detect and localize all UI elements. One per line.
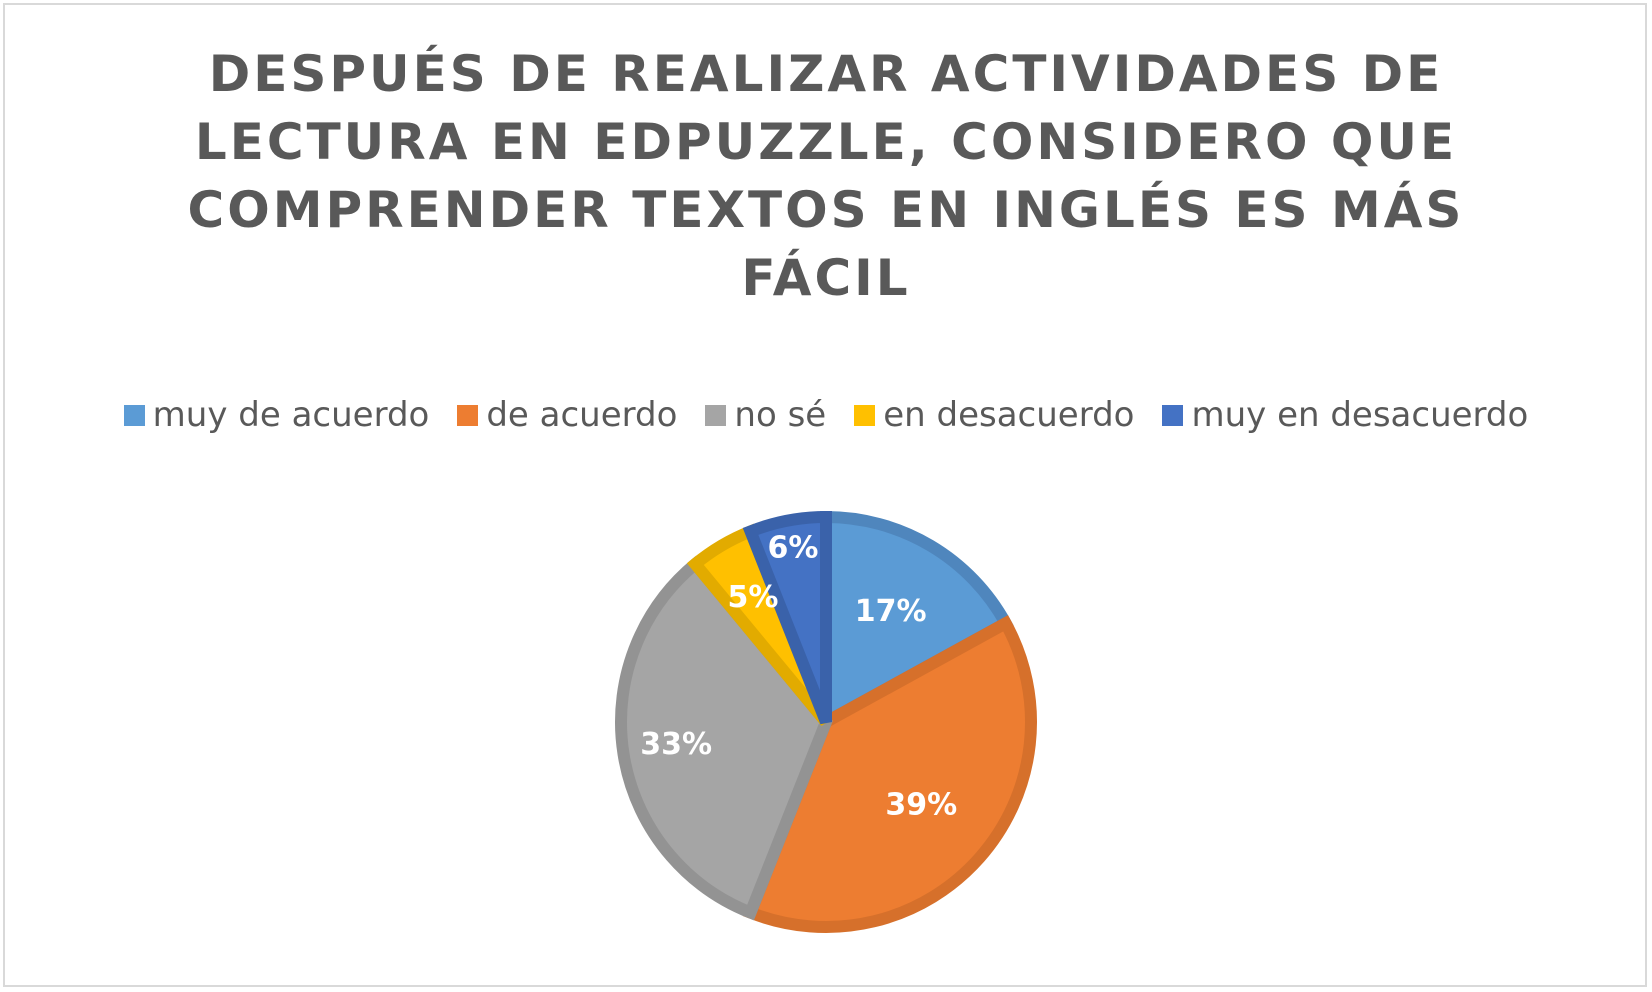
- legend-label-muy-de-acuerdo: muy de acuerdo: [152, 395, 430, 435]
- legend-swatch-en-desacuerdo: [854, 404, 876, 426]
- pie-slice-muy-de-acuerdo: [820, 510, 1014, 733]
- legend-swatch-no-se: [705, 404, 727, 426]
- data-label-de-acuerdo: 39%: [885, 788, 957, 823]
- legend-item-de-acuerdo: de acuerdo: [457, 395, 677, 435]
- pie-slice-de-acuerdo: [742, 615, 1037, 933]
- legend-swatch-de-acuerdo: [457, 404, 479, 426]
- pie-slice-muy-en-desacuerdo: [742, 510, 832, 725]
- legend-item-muy-en-desacuerdo: muy en desacuerdo: [1162, 395, 1528, 435]
- legend: muy de acuerdo de acuerdo no sé en desac…: [0, 395, 1652, 435]
- data-label-en-desacuerdo: 5%: [727, 580, 778, 615]
- legend-item-no-se: no sé: [705, 395, 826, 435]
- legend-swatch-muy-en-desacuerdo: [1162, 404, 1184, 426]
- pie-slice-no-se: [615, 555, 833, 921]
- legend-item-muy-de-acuerdo: muy de acuerdo: [123, 395, 430, 435]
- legend-item-en-desacuerdo: en desacuerdo: [854, 395, 1134, 435]
- legend-swatch-muy-de-acuerdo: [123, 404, 145, 426]
- legend-label-de-acuerdo: de acuerdo: [486, 395, 678, 435]
- data-label-muy-en-desacuerdo: 6%: [767, 530, 818, 565]
- legend-label-en-desacuerdo: en desacuerdo: [883, 395, 1135, 435]
- legend-label-muy-en-desacuerdo: muy en desacuerdo: [1191, 395, 1529, 435]
- legend-label-no-se: no sé: [734, 395, 827, 435]
- data-label-muy-de-acuerdo: 17%: [855, 594, 927, 629]
- data-label-no-se: 33%: [640, 727, 712, 762]
- chart-title: DESPUÉS DE REALIZAR ACTIVIDADES DE LECTU…: [187, 45, 1465, 307]
